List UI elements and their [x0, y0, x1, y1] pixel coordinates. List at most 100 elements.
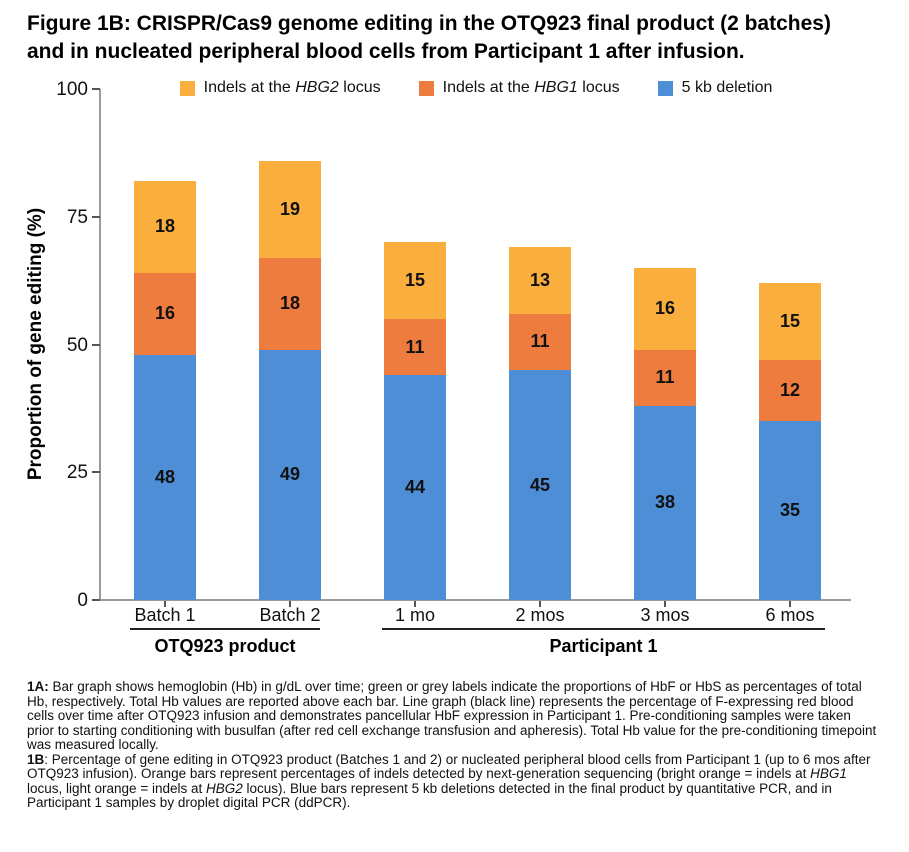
y-tick-label: 0 [77, 590, 88, 611]
bar-value-label: 18 [154, 216, 176, 237]
bar-value-label: 16 [654, 298, 676, 319]
caption-paragraph-1: 1A: Bar graph shows hemoglobin (Hb) in g… [27, 679, 879, 753]
x-tick-mark [789, 601, 791, 607]
y-tick-label: 25 [66, 462, 88, 484]
bar-value-label: 11 [405, 336, 425, 357]
bar-segment-hbg1_bright_orange: 12 [759, 359, 821, 422]
bar-segment-hbg2_light_orange: 13 [509, 247, 571, 314]
x-category-label: Batch 2 [259, 605, 321, 625]
bar-value-label: 44 [404, 477, 426, 498]
text-segment: Indels at the [442, 79, 535, 96]
bar-batch-2: 49 18 19 [259, 160, 321, 600]
text-segment: 1B [27, 751, 45, 767]
x-category-label: 2 mos [515, 605, 565, 625]
x-tick-mark [414, 601, 416, 607]
bar-segment-hbg2_light_orange: 16 [634, 267, 696, 350]
text-segment: 1A: [27, 679, 49, 694]
text-segment: HBG2 [206, 780, 243, 796]
y-tick-mark [92, 88, 100, 90]
text-segment: Bar graph shows hemoglobin (Hb) in g/dL … [27, 679, 877, 752]
y-tick-mark [92, 599, 100, 601]
text-segment: locus [338, 79, 381, 96]
text-segment: HBG1 [810, 766, 847, 781]
bar-segment-hbg2_light_orange: 18 [134, 181, 196, 273]
bar-value-label: 15 [779, 311, 801, 331]
y-tick-label: 50 [66, 334, 88, 356]
bar-segment-hbg1_bright_orange: 11 [634, 349, 696, 406]
bar-value-label: 13 [529, 270, 551, 291]
group-underline [130, 628, 320, 630]
legend-label: Indels at the HBG1 locus [443, 79, 620, 97]
bar-segment-hbg1_bright_orange: 11 [384, 318, 446, 376]
bar-segment-deletion_blue: 35 [759, 421, 821, 600]
figure-title-line1: Figure 1B: CRISPR/Cas9 genome editing in… [27, 12, 831, 35]
text-segment: 5 kb deletion [681, 79, 773, 96]
bar-value-label: 45 [529, 474, 551, 495]
bar-segment-deletion_blue: 44 [384, 375, 446, 600]
legend-swatch-deletion_blue [657, 80, 673, 96]
chart-legend: Indels at the HBG2 locus Indels at the HB… [100, 76, 852, 100]
text-segment: : Percentage of gene editing in OTQ923 p… [27, 751, 871, 781]
group-label: Participant 1 [549, 636, 658, 656]
bar-value-label: 48 [154, 466, 176, 487]
bar-segment-hbg1_bright_orange: 11 [509, 313, 571, 371]
caption-paragraph-2: 1B: Percentage of gene editing in OTQ923… [27, 751, 879, 811]
y-tick-mark [92, 215, 100, 218]
y-tick-label: 75 [66, 206, 88, 228]
bar-6-mos: 35 12 15 [759, 283, 821, 600]
text-segment: locus [577, 79, 620, 96]
bar-segment-deletion_blue: 45 [509, 370, 571, 600]
bar-segment-deletion_blue: 49 [259, 349, 321, 600]
text-segment: HBG1 [534, 79, 578, 96]
y-axis-line [99, 89, 101, 600]
bar-1-mo: 44 11 15 [384, 242, 446, 600]
bar-value-label: 35 [779, 500, 801, 521]
bar-segment-hbg2_light_orange: 15 [384, 242, 446, 319]
figure-title: Figure 1B: CRISPR/Cas9 genome editing in… [27, 10, 893, 66]
x-category-label: 3 mos [640, 605, 690, 625]
group-label: OTQ923 product [154, 636, 296, 656]
x-category-label: 6 mos [765, 605, 815, 625]
legend-item-0: Indels at the HBG2 locus [179, 79, 381, 97]
group-underline [382, 628, 825, 630]
legend-swatch-hbg1_bright_orange [418, 80, 434, 96]
text-segment: Indels at the [203, 79, 296, 96]
x-tick-mark [664, 601, 666, 607]
bar-value-label: 12 [779, 379, 801, 400]
bar-value-label: 19 [279, 198, 301, 219]
bar-segment-hbg1_bright_orange: 16 [134, 272, 196, 355]
bar-value-label: 18 [279, 293, 301, 314]
bar-segment-deletion_blue: 38 [634, 405, 696, 600]
x-tick-mark [289, 601, 291, 607]
x-category-label: 1 mo [394, 605, 436, 625]
bar-segment-hbg2_light_orange: 19 [259, 160, 321, 258]
legend-swatch-hbg2_light_orange [179, 80, 195, 96]
bar-value-label: 38 [654, 492, 676, 513]
bar-value-label: 15 [404, 270, 426, 291]
bar-value-label: 16 [154, 303, 176, 324]
y-tick-mark [92, 343, 100, 346]
bar-2-mos: 45 11 13 [509, 247, 571, 600]
x-axis-line [99, 599, 851, 601]
bar-3-mos: 38 11 16 [634, 267, 696, 600]
bar-segment-deletion_blue: 48 [134, 354, 196, 600]
x-category-label: Batch 1 [134, 605, 196, 625]
bar-value-label: 49 [279, 464, 301, 485]
text-segment: locus). Blue bars represent 5 kb deletio… [27, 780, 832, 810]
text-segment: HBG2 [295, 79, 339, 96]
bar-value-label: 11 [655, 367, 675, 388]
figure-title-line2: and in nucleated peripheral blood cells … [27, 40, 745, 63]
y-tick-mark [92, 471, 100, 474]
x-tick-mark [164, 601, 166, 607]
legend-label: Indels at the HBG2 locus [204, 79, 381, 97]
legend-label: 5 kb deletion [682, 79, 773, 97]
legend-item-1: Indels at the HBG1 locus [418, 79, 620, 97]
text-segment: locus, light orange = indels at [27, 780, 206, 796]
figure-captions: 1A: Bar graph shows hemoglobin (Hb) in g… [27, 679, 879, 811]
y-tick-label: 100 [56, 79, 88, 100]
bar-segment-hbg2_light_orange: 15 [759, 283, 821, 360]
bar-batch-1: 48 16 18 [134, 181, 196, 600]
bar-segment-hbg1_bright_orange: 18 [259, 257, 321, 350]
bar-value-label: 11 [530, 331, 550, 352]
